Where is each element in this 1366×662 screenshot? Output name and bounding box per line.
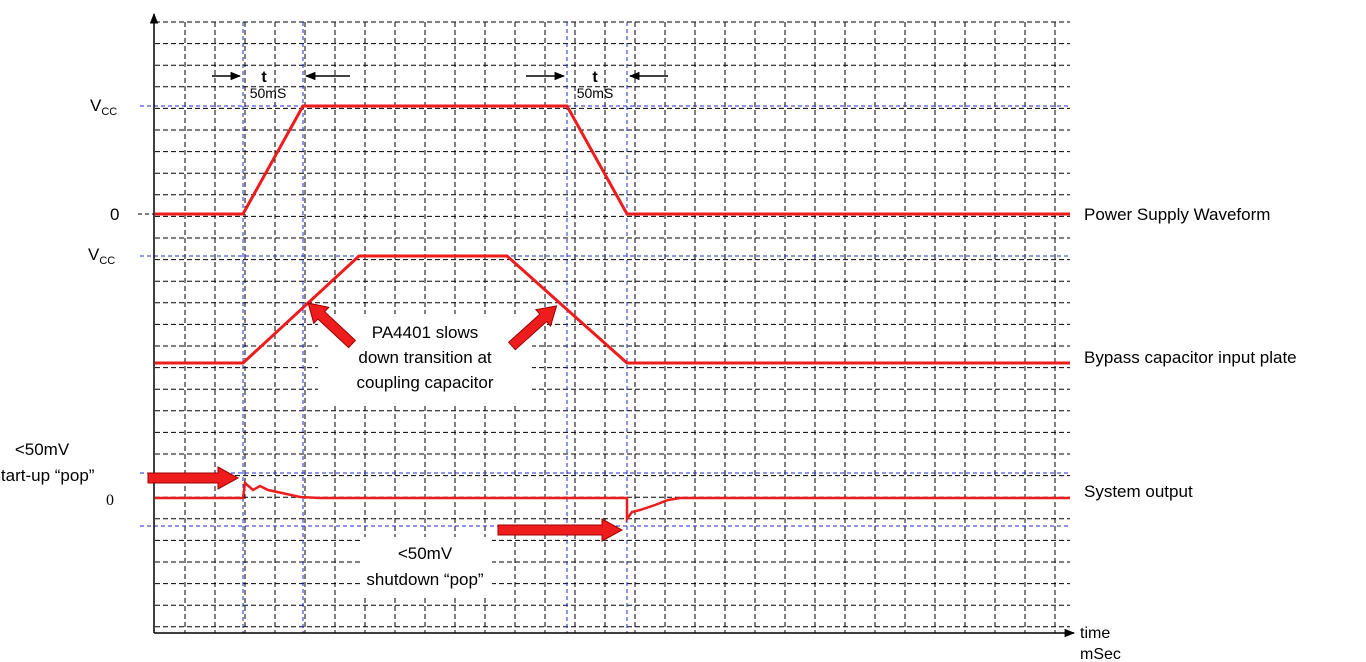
callout-box (318, 314, 532, 406)
waveforms (155, 104, 1070, 523)
startup-pop-line-1: <50mV (15, 440, 70, 459)
zero-sys-label: 0 (106, 492, 114, 509)
vcc-mid-label: VCC (88, 245, 115, 267)
callout-line-3: coupling capacitor (356, 373, 493, 392)
power-supply-label: Power Supply Waveform (1084, 205, 1270, 224)
shutdown-pop-line-1: <50mV (398, 544, 453, 563)
axis-unit-label: mSec (1080, 646, 1121, 662)
system-output-label: System output (1084, 482, 1193, 501)
axes (138, 12, 1076, 638)
shutdown-pop-arrow (497, 518, 624, 542)
power-supply-waveform (155, 104, 1070, 216)
callout-arrow-left (307, 302, 357, 349)
red-arrows (147, 302, 624, 542)
vcc-top-label: VCC (90, 96, 117, 118)
callout-line-1: PA4401 slows (372, 323, 478, 342)
t-left-label: t (261, 69, 267, 86)
callout-line-2: down transition at (358, 348, 492, 367)
system-output-waveform (155, 480, 1070, 523)
startup-pop-arrow (147, 466, 240, 490)
t-right-label: t (592, 69, 598, 86)
grid (155, 21, 1070, 633)
axis-time-label: time (1080, 625, 1110, 642)
zero-top-label: 0 (110, 205, 119, 224)
t-left-value: 50mS (250, 85, 287, 101)
shutdown-label-box (360, 537, 492, 595)
bypass-capacitor-waveform (155, 254, 1070, 365)
shutdown-pop-line-2: shutdown “pop” (366, 570, 484, 589)
callout-arrow-right (507, 305, 558, 351)
bypass-capacitor-label: Bypass capacitor input plate (1084, 348, 1297, 367)
t-right-value: 50mS (577, 85, 614, 101)
startup-pop-line-2: Start-up “pop” (0, 466, 95, 485)
